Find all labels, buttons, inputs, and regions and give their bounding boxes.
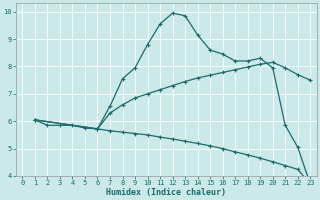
X-axis label: Humidex (Indice chaleur): Humidex (Indice chaleur) bbox=[106, 188, 226, 197]
